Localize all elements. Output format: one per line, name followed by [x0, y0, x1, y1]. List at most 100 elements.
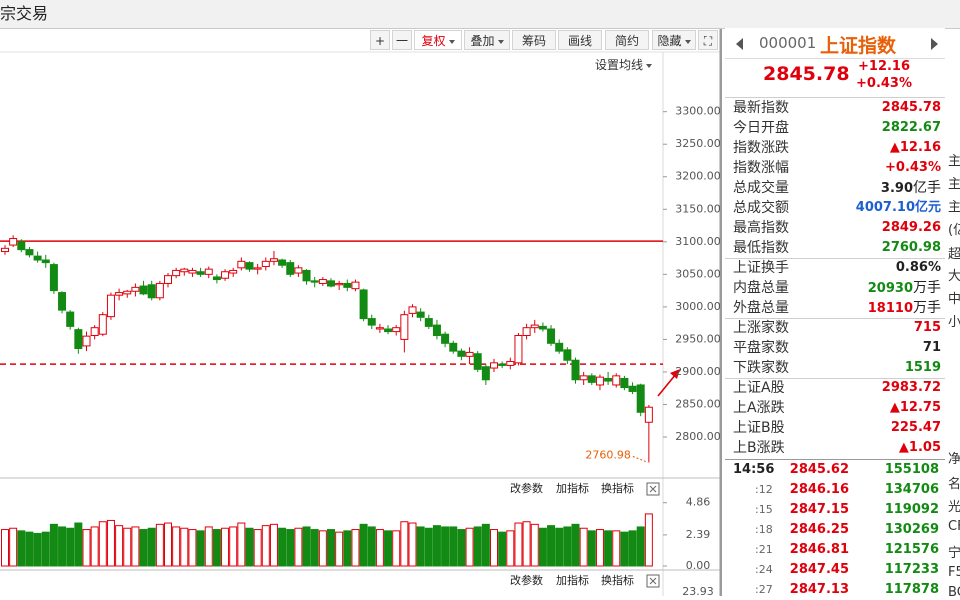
next-button[interactable] — [930, 37, 940, 51]
tick-time: :15 — [755, 503, 773, 516]
side-text: 超 — [948, 247, 960, 262]
volume-bar — [343, 530, 352, 567]
candle-body — [555, 342, 564, 352]
volume-bar — [155, 523, 164, 567]
quote-value: ▲1.05 — [899, 438, 941, 458]
tick-row: :21 2846.81 121576 — [733, 540, 941, 560]
volume-bar — [196, 530, 205, 567]
quote-value: +0.43% — [885, 158, 941, 178]
candle-body — [115, 292, 124, 296]
candle-body — [359, 289, 368, 320]
candle-body — [384, 328, 393, 333]
candle-body — [123, 290, 132, 295]
candle-body — [579, 375, 588, 381]
toolbar-button[interactable]: 隐藏 — [652, 30, 696, 50]
volume-bar — [481, 523, 490, 567]
candle-body — [74, 329, 83, 350]
side-text: 主 — [948, 200, 960, 215]
quote-label: 最高指数 — [733, 220, 789, 236]
toolbar-button[interactable]: 一 — [392, 30, 412, 50]
quote-row: 上A涨跌 ▲12.75 — [733, 398, 941, 418]
toolbar-button[interactable]: + — [370, 30, 390, 50]
tick-price: 2846.16 — [789, 482, 849, 497]
candle-body — [441, 333, 450, 344]
volume-bar — [115, 525, 124, 567]
quote-row: 上证A股 2983.72 — [733, 378, 941, 398]
tick-row: :15 2847.15 119092 — [733, 500, 941, 520]
toolbar-button[interactable]: 画线 — [558, 30, 602, 50]
tick-row: 14:56 2845.62 155108 — [733, 460, 941, 480]
volume-bar — [25, 531, 34, 567]
quote-number: 715 — [913, 320, 941, 335]
quote-row: 总成交量 3.90亿手 — [733, 178, 941, 198]
quote-value: 715 — [914, 318, 941, 338]
quote-label: 外盘总量 — [733, 300, 789, 316]
quote-number: 0.86% — [895, 260, 941, 275]
quote-label: 上B涨跌 — [733, 440, 785, 456]
volume-bar — [335, 531, 344, 567]
candle-body — [172, 269, 181, 277]
tab[interactable]: 宗交易 — [0, 4, 49, 23]
tick-volume: 119092 — [884, 502, 939, 517]
candle-body — [367, 318, 376, 326]
close-x — [649, 485, 657, 493]
quote-value: 3.90亿手 — [881, 178, 941, 199]
toolbar-button[interactable]: 复权 — [414, 30, 462, 50]
quote-row: 指数涨幅 +0.43% — [733, 158, 941, 178]
candle-body — [522, 327, 531, 337]
toolbar-button[interactable]: 简约 — [605, 30, 649, 50]
candle-body — [392, 327, 401, 333]
candle-body — [465, 351, 474, 357]
ma-settings[interactable]: 设置均线 — [595, 56, 653, 73]
prev-button[interactable] — [734, 37, 744, 51]
tick-time: 14:56 — [733, 462, 775, 477]
indicator-button: 加指标 — [556, 481, 589, 495]
next-panel-tick: 23.93 — [682, 585, 714, 596]
volume-bar — [188, 529, 197, 567]
quote-label: 上证A股 — [733, 380, 785, 396]
quote-label: 最低指数 — [733, 240, 789, 256]
volume-bar — [359, 523, 368, 567]
volume-bar — [204, 526, 213, 567]
quote-row: 内盘总量 20930万手 — [733, 278, 941, 298]
quote-row: 下跌家数 1519 — [733, 358, 941, 378]
plot: 2800.00 2850.00 2900.00 2950.00 3000.00 3050.… — [0, 105, 721, 596]
candle-body — [139, 285, 148, 295]
toolbar-button[interactable]: 叠加 — [464, 30, 510, 50]
quote-row: 最高指数 2849.26 — [733, 218, 941, 238]
quote-label: 上证B股 — [733, 420, 785, 436]
volume-bar — [33, 532, 42, 567]
quote-value: 2849.26 — [882, 218, 941, 238]
volume-bar — [286, 529, 295, 567]
candle-body — [286, 262, 295, 275]
volume-bar — [1, 529, 9, 567]
quote-label: 下跌家数 — [733, 360, 789, 376]
y-tick-label: 3000.00 — [675, 300, 721, 313]
low-marker-line — [632, 455, 649, 463]
low-marker-label: 2760.98 — [585, 448, 631, 461]
quote-row: 今日开盘 2822.67 — [733, 118, 941, 138]
y-tick-label: 3250.00 — [675, 137, 721, 150]
tick-price: 2846.25 — [789, 522, 849, 537]
price: 2845.78 — [763, 63, 850, 85]
volume-bar — [164, 522, 172, 567]
quote-row: 上涨家数 715 — [733, 318, 941, 338]
side-text: BC — [948, 585, 960, 600]
toolbar-button[interactable]: 筹码 — [512, 30, 556, 50]
volume-bar — [139, 529, 148, 567]
y-tick-label: 3300.00 — [675, 105, 721, 118]
candle-body — [9, 238, 18, 246]
quote-label: 上涨家数 — [733, 320, 789, 336]
candle-body — [375, 327, 384, 330]
quote-number: +0.43% — [885, 160, 941, 175]
toolbar-button[interactable]: ⛶ — [698, 30, 718, 50]
quote-value: 20930万手 — [868, 278, 941, 299]
quote-value: 2983.72 — [882, 378, 941, 398]
quote-label: 总成交额 — [733, 200, 789, 216]
volume-bar — [498, 531, 507, 567]
side-text: 主 — [948, 154, 960, 169]
volume-bar — [571, 523, 580, 567]
volume-bar — [66, 527, 75, 567]
candle-body — [204, 268, 213, 275]
separator — [725, 318, 945, 319]
